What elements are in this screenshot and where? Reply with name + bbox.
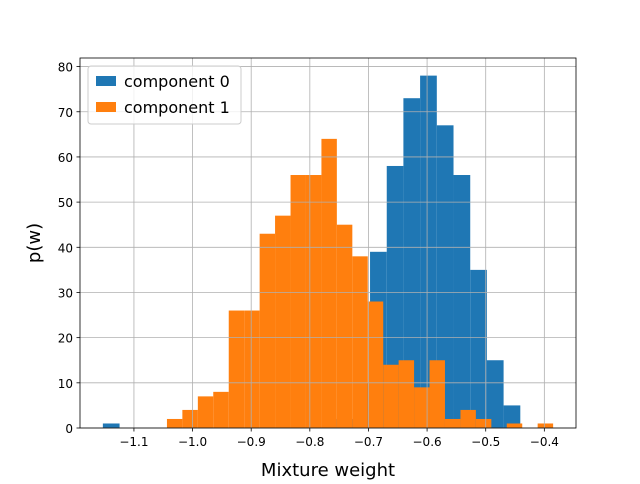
bar: [290, 175, 306, 428]
x-tick-label: −0.5: [471, 435, 500, 449]
x-tick-label: −1.1: [119, 435, 148, 449]
bar: [506, 423, 523, 428]
y-tick-label: 60: [58, 151, 73, 165]
legend-swatch: [96, 102, 116, 112]
bar: [470, 269, 487, 428]
legend-box: [87, 65, 242, 125]
bar: [436, 125, 454, 429]
bar: [166, 418, 183, 428]
legend-label: component 0: [124, 72, 230, 91]
bar: [420, 75, 437, 428]
plot-frame: [79, 57, 577, 429]
bar: [460, 409, 476, 428]
y-tick-label: 20: [58, 332, 73, 346]
bar: [259, 233, 276, 428]
bar: [275, 215, 291, 428]
bar: [197, 396, 214, 428]
y-tick-label: 50: [58, 196, 73, 210]
y-tick-label: 0: [65, 422, 73, 436]
bar: [475, 418, 492, 428]
bar: [503, 405, 521, 428]
x-axis-label: Mixture weight: [261, 460, 395, 480]
bar: [336, 224, 353, 428]
y-tick-label: 40: [58, 241, 73, 255]
legend: component 0 component 1: [87, 65, 242, 125]
bar: [486, 360, 504, 428]
bar: [305, 175, 322, 428]
legend-swatch: [96, 76, 116, 86]
bar: [102, 423, 120, 428]
bar: [182, 409, 198, 428]
x-tick-label: −0.9: [237, 435, 266, 449]
x-tick-label: −0.6: [413, 435, 442, 449]
x-tick-label: −0.4: [530, 435, 559, 449]
x-tick-label: −0.8: [295, 435, 324, 449]
x-tick-label: −0.7: [354, 435, 383, 449]
y-tick-label: 10: [58, 377, 73, 391]
bar: [321, 138, 337, 428]
bar: [352, 256, 368, 428]
bar: [244, 310, 260, 428]
bar: [403, 98, 421, 428]
x-tick-label: −1.0: [178, 435, 207, 449]
bar: [444, 418, 461, 428]
bar: [537, 423, 554, 428]
y-tick-label: 80: [58, 61, 73, 75]
y-tick-label: 30: [58, 286, 73, 300]
bar: [383, 364, 399, 428]
bar: [367, 301, 384, 428]
bar: [398, 360, 415, 428]
bar: [228, 310, 245, 428]
y-tick-label: 70: [58, 106, 73, 120]
bar: [453, 175, 471, 428]
bar: [429, 360, 445, 428]
legend-label: component 1: [124, 98, 230, 117]
y-axis-label: p(w): [24, 223, 45, 263]
bar: [213, 391, 229, 428]
bar: [414, 387, 430, 428]
